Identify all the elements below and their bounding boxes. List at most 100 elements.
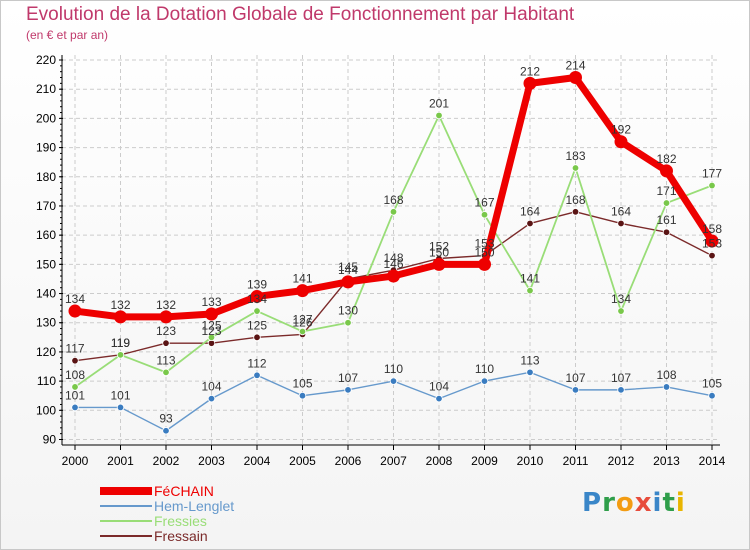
y-tick-label: 150 — [36, 257, 56, 271]
data-point-fechain — [68, 304, 82, 318]
y-tick-label: 200 — [36, 111, 56, 125]
data-point-fressain — [526, 219, 534, 228]
data-label-fechain: 139 — [247, 277, 267, 291]
logo-letter: t — [662, 488, 676, 518]
data-point-fechain — [159, 310, 173, 324]
data-label-fressain: 152 — [429, 240, 449, 254]
data-label-fechain: 132 — [110, 298, 130, 312]
legend-swatch-fressies — [100, 520, 152, 522]
data-point-fechain — [250, 289, 264, 303]
data-label-hem-lenglet: 104 — [201, 380, 221, 394]
data-label-fressain: 123 — [201, 324, 221, 338]
data-point-fechain — [114, 310, 127, 324]
x-tick-label: 2000 — [62, 454, 89, 468]
data-label-fressain: 123 — [156, 324, 176, 338]
logo-letter: x — [634, 488, 653, 518]
data-label-fressies: 127 — [292, 312, 312, 326]
data-point-fressain — [617, 219, 625, 228]
x-tick-label: 2006 — [335, 454, 362, 468]
logo-letter: P — [582, 488, 603, 518]
legend-item-fressain[interactable]: Fressain — [100, 529, 360, 544]
data-point-hem-lenglet — [207, 394, 216, 403]
x-tick-label: 2010 — [517, 454, 544, 468]
legend-swatch-hem-lenglet — [100, 505, 152, 507]
x-tick-label: 2013 — [653, 454, 680, 468]
data-label-fechain: 146 — [383, 257, 403, 271]
y-tick-label: 220 — [36, 53, 56, 67]
x-tick-label: 2007 — [380, 454, 407, 468]
x-tick-label: 2011 — [563, 454, 589, 468]
data-label-fechain: 214 — [565, 59, 585, 73]
proxiti-logo[interactable]: Proxiti — [582, 488, 686, 518]
data-label-fechain: 158 — [702, 222, 722, 236]
data-point-fressies — [480, 211, 489, 219]
data-point-fressies — [71, 383, 79, 391]
data-point-hem-lenglet — [435, 394, 443, 403]
data-label-fressies: 177 — [702, 167, 722, 181]
logo-letter: r — [602, 488, 616, 518]
data-label-fressies: 108 — [65, 368, 85, 382]
legend-item-fressies[interactable]: Fressies — [100, 514, 360, 529]
data-point-hem-lenglet — [480, 377, 489, 385]
data-label-hem-lenglet: 113 — [520, 353, 539, 367]
data-point-hem-lenglet — [162, 427, 170, 435]
y-tick-label: 130 — [36, 316, 56, 330]
data-label-fechain: 192 — [611, 123, 631, 137]
x-tick-label: 2004 — [244, 454, 271, 468]
data-point-fressain — [162, 339, 170, 347]
data-label-fechain: 144 — [338, 263, 358, 277]
data-point-fechain — [341, 275, 355, 289]
data-label-hem-lenglet: 101 — [110, 388, 130, 402]
data-point-hem-lenglet — [617, 386, 625, 394]
data-point-fechain — [478, 257, 491, 271]
data-point-fechain — [523, 76, 537, 90]
x-tick-label: 2009 — [471, 454, 498, 468]
data-point-fressain — [253, 333, 261, 342]
data-label-fressain: 119 — [111, 336, 130, 350]
x-tick-label: 2001 — [107, 454, 134, 468]
data-label-fressies: 130 — [338, 304, 358, 318]
data-label-fressies: 134 — [247, 292, 267, 306]
data-label-hem-lenglet: 107 — [338, 371, 358, 385]
data-label-fechain: 182 — [656, 152, 676, 166]
x-tick-label: 2008 — [426, 454, 453, 468]
legend-item-hem-lenglet[interactable]: Hem-Lenglet — [100, 499, 360, 514]
data-point-hem-lenglet — [571, 386, 580, 394]
y-tick-label: 170 — [36, 199, 56, 213]
data-point-fechain — [614, 135, 628, 149]
y-tick-label: 210 — [36, 82, 56, 96]
data-label-fressain: 126 — [292, 315, 312, 329]
data-point-hem-lenglet — [298, 392, 307, 400]
legend: FéCHAIN Hem-Lenglet Fressies Fressain — [100, 484, 360, 544]
x-tick-label: 2012 — [608, 454, 635, 468]
y-tick-label: 90 — [43, 433, 57, 447]
legend-swatch-fressain — [100, 535, 152, 537]
data-label-fressain: 148 — [383, 251, 403, 265]
data-label-fechain: 133 — [201, 295, 221, 309]
legend-item-fechain[interactable]: FéCHAIN — [100, 484, 360, 499]
data-point-fressies — [617, 307, 625, 315]
y-tick-label: 120 — [36, 345, 56, 359]
data-point-fressies — [571, 164, 580, 172]
data-point-fressain — [662, 228, 671, 236]
y-tick-label: 100 — [36, 403, 56, 417]
data-point-fressies — [526, 286, 534, 295]
data-label-hem-lenglet: 105 — [702, 377, 722, 391]
data-point-fressies — [253, 307, 261, 315]
data-point-fressies — [435, 111, 443, 120]
data-point-fressies — [207, 333, 216, 342]
data-label-fressies: 168 — [383, 193, 403, 207]
data-point-hem-lenglet — [71, 403, 79, 412]
x-tick-label: 2005 — [289, 454, 316, 468]
legend-label-fechain: FéCHAIN — [154, 483, 214, 499]
data-label-fressain: 164 — [611, 204, 631, 218]
data-label-fressies: 134 — [611, 292, 631, 306]
data-point-fressain — [71, 356, 79, 365]
data-point-hem-lenglet — [708, 392, 716, 400]
data-label-fechain: 212 — [520, 64, 540, 78]
logo-letter: o — [615, 488, 635, 518]
data-label-fressies: 119 — [111, 336, 130, 350]
data-point-fressies — [708, 181, 716, 190]
data-label-hem-lenglet: 108 — [656, 368, 676, 382]
logo-letter: i — [675, 488, 686, 518]
